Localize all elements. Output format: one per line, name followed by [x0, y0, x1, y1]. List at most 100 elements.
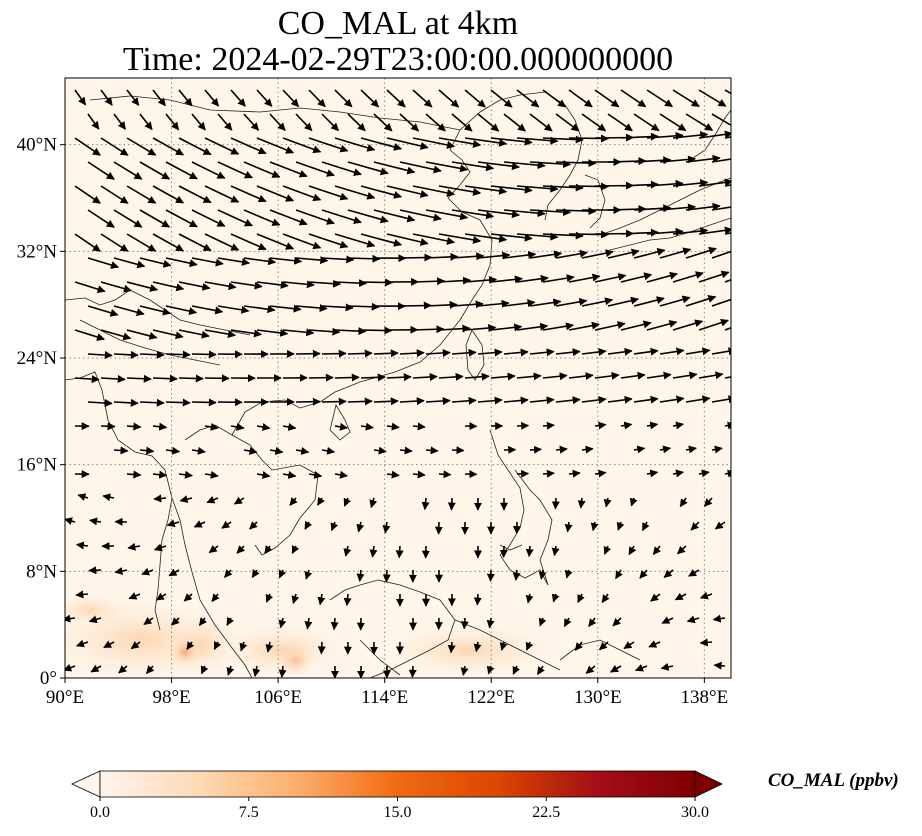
wind-arrow [334, 470, 348, 479]
wind-arrow [425, 161, 469, 173]
wind-arrow [451, 300, 484, 309]
wind-arrow [152, 470, 168, 479]
wind-arrow [603, 545, 612, 555]
wind-arrow [256, 280, 289, 289]
wind-arrow [126, 233, 157, 252]
wind-arrow [620, 320, 652, 331]
wind-arrow [191, 350, 217, 359]
wind-arrow [601, 593, 610, 604]
colorbar-min-extend [71, 770, 101, 798]
wind-arrow [607, 296, 639, 307]
wind-arrow [529, 113, 553, 132]
wind-arrow [724, 279, 731, 283]
wind-arrow [178, 374, 204, 383]
wind-arrow [724, 184, 731, 187]
wind-arrow [679, 497, 688, 508]
wind-arrow [291, 593, 300, 605]
wind-arrow [623, 641, 635, 650]
wind-arrow [594, 89, 620, 108]
wind-arrow [126, 470, 142, 479]
wind-arrow [74, 329, 105, 341]
wind-arrow [347, 349, 373, 358]
wind-arrow [360, 422, 374, 431]
wind-arrow [490, 275, 523, 284]
colorbar-label: CO_MAL (ppbv) [768, 770, 899, 791]
wind-arrow [620, 228, 659, 237]
wind-arrow [633, 156, 672, 165]
wind-arrow [321, 397, 347, 406]
wind-arrow [269, 304, 302, 313]
wind-arrow [251, 569, 260, 578]
wind-arrow [512, 569, 521, 581]
wind-arrow [230, 422, 245, 431]
wind-arrow [178, 185, 212, 204]
wind-arrow [373, 397, 399, 406]
wind-arrow [711, 395, 731, 404]
wind-arrow [343, 593, 352, 607]
wind-arrow [321, 209, 362, 225]
wind-arrow [382, 569, 391, 583]
wind-arrow [186, 641, 195, 651]
wind-arrow [438, 324, 471, 333]
wind-arrow [291, 545, 300, 555]
wind-arrow [295, 113, 313, 132]
wind-arrow [127, 542, 141, 551]
wind-arrow [334, 422, 348, 431]
wind-arrow [360, 89, 380, 108]
wind-arrow [616, 521, 625, 531]
wind-arrow [165, 446, 181, 455]
wind-arrow [659, 395, 685, 404]
wind-arrow [269, 113, 286, 131]
colorbar-tick-label: 22.5 [532, 804, 560, 821]
wind-arrow [217, 305, 250, 314]
wind-arrow [659, 155, 696, 164]
wind-arrow [685, 295, 717, 307]
wind-arrow [386, 470, 400, 479]
wind-arrow [282, 423, 297, 431]
wind-arrow [100, 137, 129, 156]
wind-arrow [165, 209, 198, 228]
wind-arrow [650, 593, 661, 602]
wind-arrow [386, 422, 400, 431]
wind-arrow [451, 348, 477, 357]
wind-arrow [139, 446, 155, 455]
wind-arrow [90, 664, 102, 673]
lat-tick-label: 0° [40, 668, 57, 689]
wind-arrow [688, 568, 700, 577]
wind-arrow [113, 398, 139, 407]
wind-arrow [421, 497, 430, 511]
wind-arrow [512, 665, 520, 675]
wind-arrow [464, 185, 508, 195]
wind-arrow [563, 617, 572, 628]
wind-arrow [76, 639, 89, 648]
wind-arrow [607, 248, 640, 259]
wind-arrow [551, 497, 560, 510]
wind-arrow [334, 373, 360, 382]
wind-arrow [256, 471, 271, 479]
wind-arrow [100, 329, 132, 341]
wind-arrow [473, 641, 482, 653]
wind-arrow [425, 113, 446, 132]
wind-arrow [191, 161, 226, 179]
wind-arrow [321, 446, 336, 455]
wind-arrow [477, 396, 503, 405]
wind-arrow [74, 89, 87, 106]
wind-arrow [103, 640, 115, 649]
wind-arrow [152, 422, 168, 431]
wind-arrow [542, 274, 575, 283]
wind-arrow [256, 328, 289, 337]
wind-arrow [568, 273, 601, 283]
wind-arrow [243, 447, 258, 455]
wind-arrow [198, 617, 208, 627]
wind-arrow [152, 374, 178, 383]
wind-arrow [711, 298, 731, 307]
wind-arrow [503, 299, 536, 308]
wind-arrow [243, 161, 281, 178]
wind-arrow [264, 545, 273, 554]
wind-arrow [490, 89, 513, 108]
wind-arrow [698, 89, 727, 107]
wind-arrow [698, 371, 724, 380]
wind-arrow [295, 447, 310, 455]
wind-arrow [373, 113, 393, 132]
wind-arrow [412, 277, 446, 286]
